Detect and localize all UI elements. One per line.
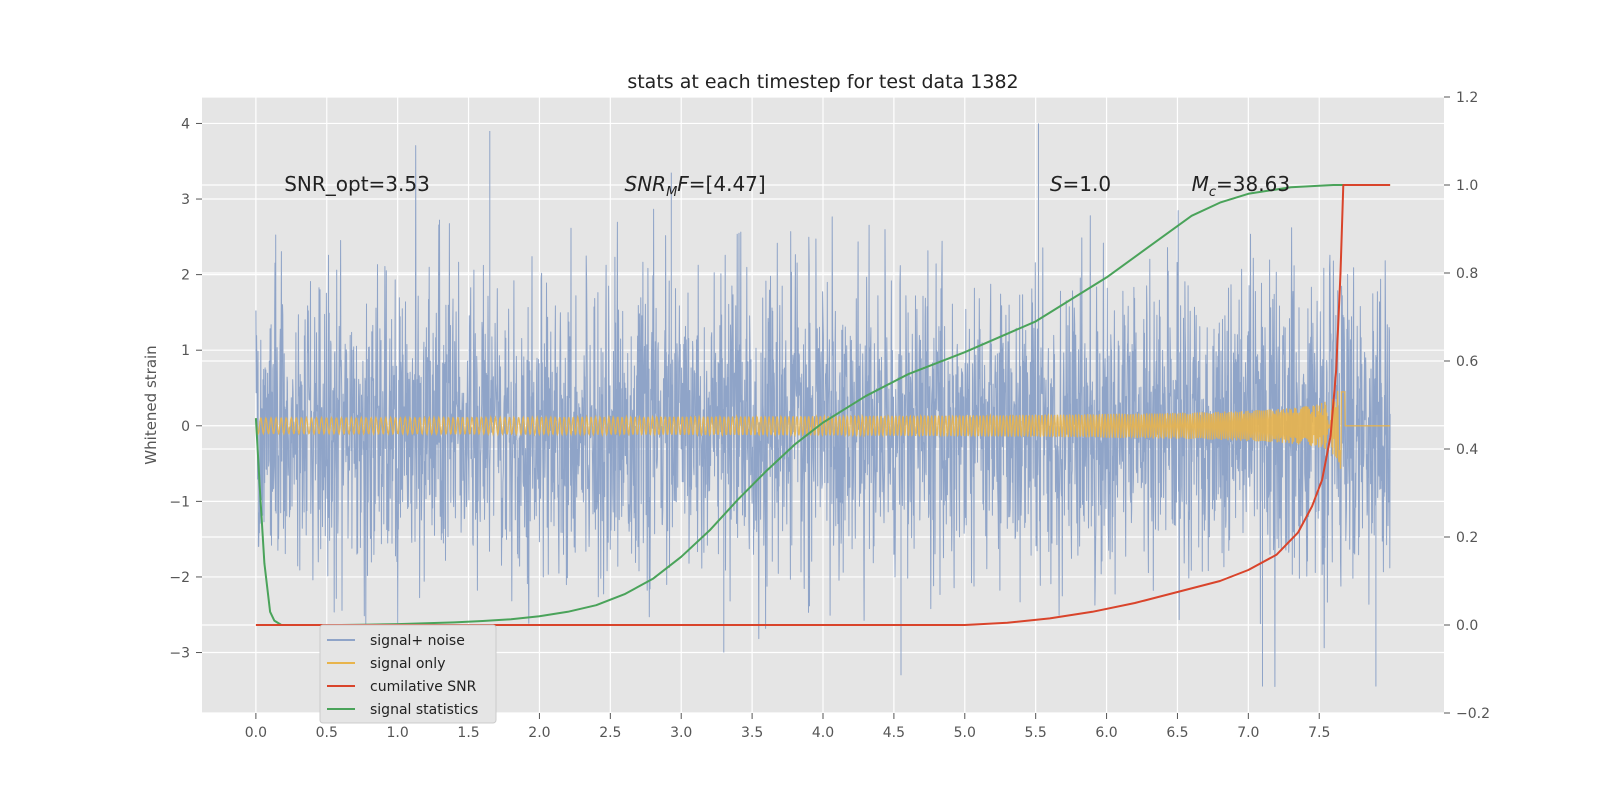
x-tick-label: 0.5 <box>316 725 338 741</box>
annotation-s-1-0: S=1.0 <box>1050 172 1111 196</box>
x-tick-label: 4.5 <box>883 725 905 741</box>
y2-axis-ticks: 1.2 1.0 0.8 0.6 0.4 0.2 0.0 −0.2 <box>1444 90 1490 722</box>
annotation-snr-mf-4-47: SNRMF=[4.47] <box>625 172 766 200</box>
y2-tick-label: −0.2 <box>1456 706 1490 722</box>
legend: signal+ noise signal only cumilative SNR si… <box>319 624 497 724</box>
y-axis-label: Whitened strain <box>142 345 160 464</box>
x-tick-label: 3.0 <box>670 725 692 741</box>
y2-tick-label: 0.2 <box>1456 530 1478 546</box>
series-line-signal-noise <box>255 123 1391 687</box>
y2-tick-label: 0.0 <box>1456 618 1478 634</box>
legend-label-cumilative-snr: cumilative SNR <box>370 679 477 695</box>
y2-tick-label: 1.0 <box>1456 178 1478 194</box>
x-tick-label: 4.0 <box>812 725 834 741</box>
y-tick-label: 2 <box>181 268 190 284</box>
x-tick-label: 1.5 <box>457 725 479 741</box>
x-tick-label: 3.5 <box>741 725 763 741</box>
y-tick-label: 3 <box>181 192 190 208</box>
x-tick-label: 6.5 <box>1166 725 1188 741</box>
annotation-snr-opt-3-53: SNR_opt=3.53 <box>284 172 430 196</box>
y-axis-ticks: 4 3 2 1 0 −1 −2 −3 <box>169 116 202 662</box>
x-axis-ticks: 0.0 0.5 1.0 1.5 2.0 2.5 3.0 3.5 4.0 4.5 5.0 5.5 6.0 6… <box>245 713 1330 741</box>
y-tick-label: −1 <box>169 494 190 510</box>
y2-tick-label: 1.2 <box>1456 90 1478 106</box>
y-tick-label: 0 <box>181 419 190 435</box>
x-tick-label: 7.0 <box>1237 725 1259 741</box>
annotation-m-c-38-63: Mc=38.63 <box>1192 172 1290 200</box>
x-tick-label: 0.0 <box>245 725 267 741</box>
y-tick-label: 1 <box>181 343 190 359</box>
annotations: SNR_opt=3.53 SNRMF=[4.47] S=1.0 Mc=38.63 <box>284 172 1290 200</box>
x-tick-label: 5.0 <box>954 725 976 741</box>
signal-only-series <box>255 390 1391 469</box>
legend-label-signal-noise: signal+ noise <box>370 633 465 649</box>
x-tick-label: 7.5 <box>1308 725 1330 741</box>
x-tick-label: 5.5 <box>1025 725 1047 741</box>
series-line-signal-only <box>255 390 1391 469</box>
y2-tick-label: 0.6 <box>1456 354 1478 370</box>
x-tick-label: 6.0 <box>1095 725 1117 741</box>
x-tick-label: 2.5 <box>599 725 621 741</box>
y2-tick-label: 0.4 <box>1456 442 1478 458</box>
right-axis-series <box>254 184 1391 626</box>
y2-tick-label: 0.8 <box>1456 266 1478 282</box>
y-tick-label: −2 <box>169 570 190 586</box>
signal-plus-noise-series <box>255 123 1391 687</box>
chart-title: stats at each timestep for test data 138… <box>627 71 1018 93</box>
legend-label-signal-statistics: signal statistics <box>370 702 478 718</box>
x-tick-label: 2.0 <box>528 725 550 741</box>
legend-label-signal-only: signal only <box>370 656 445 672</box>
y-tick-label: 4 <box>181 116 190 132</box>
x-tick-label: 1.0 <box>387 725 409 741</box>
series-line-cumilative-snr <box>255 184 1391 626</box>
legend-box <box>319 624 497 724</box>
y-tick-label: −3 <box>169 646 190 662</box>
